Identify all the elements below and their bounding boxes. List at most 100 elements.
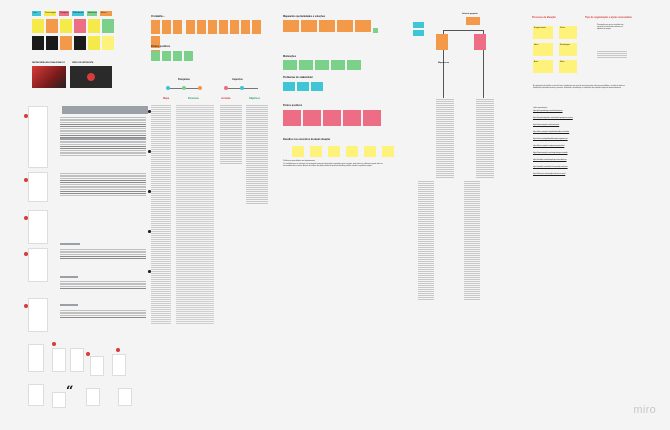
sticky-note[interactable] xyxy=(184,51,193,61)
sticky-note[interactable] xyxy=(252,20,261,34)
sticky-note[interactable]: Área xyxy=(533,60,553,73)
sticky-note[interactable] xyxy=(337,20,353,32)
chip[interactable]: Personagens xyxy=(44,11,56,16)
sticky-note[interactable] xyxy=(151,36,160,48)
reference-link[interactable]: https://behance.net/exemplo-referencia-v… xyxy=(533,174,566,175)
sticky-note[interactable]: Engajamento xyxy=(533,26,553,39)
reference-link[interactable]: https://projetointegrador.com/material-p… xyxy=(533,118,573,119)
document-card[interactable] xyxy=(90,356,104,376)
sticky-note[interactable] xyxy=(373,28,378,33)
sticky-note[interactable] xyxy=(230,20,239,34)
sticky-note[interactable] xyxy=(219,20,228,34)
sticky-note[interactable] xyxy=(323,110,341,126)
sticky-note[interactable] xyxy=(60,19,72,33)
sticky-note[interactable] xyxy=(88,36,100,50)
chip[interactable]: Pesquisa xyxy=(59,11,69,16)
sticky-note[interactable] xyxy=(347,60,361,70)
sticky-note[interactable] xyxy=(310,146,322,157)
sticky-note[interactable] xyxy=(151,51,160,61)
reference-link[interactable]: https://medium.com/exemplo-processo-idea… xyxy=(533,160,567,161)
document-card[interactable] xyxy=(28,106,48,168)
document-card[interactable] xyxy=(112,354,126,376)
sticky-note[interactable] xyxy=(162,51,171,61)
sticky-note[interactable] xyxy=(311,82,323,91)
reference-link[interactable]: https://pesquisadesign.com.br/referencia… xyxy=(533,111,563,112)
document-card[interactable] xyxy=(118,388,132,406)
sticky-note[interactable] xyxy=(283,82,295,91)
sticky-note[interactable]: Meta xyxy=(559,60,577,73)
sticky-note[interactable] xyxy=(162,20,171,34)
sticky-note[interactable] xyxy=(283,110,301,126)
sticky-note[interactable] xyxy=(474,34,486,50)
sticky-note[interactable] xyxy=(303,110,321,126)
sticky-note[interactable] xyxy=(283,60,297,70)
sticky-note[interactable] xyxy=(297,82,309,91)
document-card[interactable] xyxy=(28,298,48,332)
sticky-note[interactable] xyxy=(466,17,480,25)
document-card[interactable] xyxy=(28,344,44,372)
sticky-note[interactable] xyxy=(197,20,206,34)
reference-link[interactable]: https://miro.com/app/board/exemplo-organ… xyxy=(533,139,568,140)
document-card[interactable] xyxy=(28,384,44,406)
reference-link[interactable]: https://drive.example.com/pasta-projeto-… xyxy=(533,146,565,147)
document-card[interactable] xyxy=(28,172,48,202)
reference-link[interactable]: https://www.example.com/entrevistas xyxy=(533,125,560,126)
sticky-note[interactable] xyxy=(88,19,100,33)
document-card[interactable] xyxy=(62,106,148,114)
sticky-note[interactable] xyxy=(413,30,424,36)
sticky-note[interactable] xyxy=(355,20,371,32)
chip[interactable]: Referências xyxy=(72,11,84,16)
sticky-note[interactable] xyxy=(436,34,448,50)
document-card[interactable] xyxy=(86,388,100,406)
sticky-note[interactable] xyxy=(328,146,340,157)
sticky-note[interactable] xyxy=(46,19,58,33)
sticky-note[interactable] xyxy=(364,146,376,157)
chip[interactable]: Luis xyxy=(32,11,41,16)
play-icon[interactable] xyxy=(87,73,95,81)
sticky-note[interactable] xyxy=(173,20,182,34)
sticky-note[interactable] xyxy=(151,20,160,34)
sticky-note-dark[interactable] xyxy=(32,36,44,50)
sticky-note[interactable] xyxy=(315,60,329,70)
diagram[interactable] xyxy=(222,84,262,92)
sticky-note[interactable] xyxy=(186,20,195,34)
sticky-note[interactable]: Fluxo xyxy=(559,26,577,39)
reference-link[interactable]: https://docs.example.com/planilha-dados-… xyxy=(533,132,570,133)
document-card[interactable] xyxy=(52,392,66,408)
chip[interactable]: Ideias xyxy=(100,11,112,16)
sticky-note[interactable] xyxy=(241,20,250,34)
reference-link[interactable]: https://youtube.com/watch?v=exemplo-entr… xyxy=(533,167,568,168)
image-thumbnail[interactable] xyxy=(32,66,66,88)
sticky-note[interactable] xyxy=(301,20,317,32)
document-card[interactable] xyxy=(28,248,48,282)
sticky-note[interactable] xyxy=(292,146,304,157)
sticky-note[interactable] xyxy=(173,51,182,61)
sticky-note[interactable] xyxy=(283,20,299,32)
sticky-note[interactable] xyxy=(343,110,361,126)
sticky-note[interactable] xyxy=(32,19,44,33)
video-player[interactable] xyxy=(70,66,112,88)
sticky-note[interactable] xyxy=(413,22,424,28)
chip[interactable]: Entrevistas xyxy=(87,11,97,16)
sticky-note[interactable] xyxy=(363,110,381,126)
sticky-note-dark[interactable] xyxy=(74,36,86,50)
sticky-note[interactable] xyxy=(102,36,114,50)
document-card[interactable] xyxy=(70,348,84,372)
document-card[interactable] xyxy=(52,348,66,372)
sticky-note[interactable] xyxy=(60,36,72,50)
sticky-note[interactable] xyxy=(319,20,335,32)
sticky-note[interactable] xyxy=(74,19,86,33)
sticky-note[interactable] xyxy=(346,146,358,157)
sticky-note[interactable] xyxy=(102,19,114,33)
document-card[interactable] xyxy=(28,210,48,244)
sticky-note-dark[interactable] xyxy=(46,36,58,50)
sticky-note[interactable] xyxy=(208,20,217,34)
sticky-note[interactable] xyxy=(299,60,313,70)
sticky-note[interactable] xyxy=(331,60,345,70)
sticky-note[interactable] xyxy=(382,146,394,157)
reference-link[interactable]: https://www.example.com/artigo-design-ce… xyxy=(533,153,568,154)
sticky-note[interactable]: Estratégias xyxy=(559,43,577,56)
diagram[interactable] xyxy=(164,84,204,92)
sticky-note[interactable]: Ideia xyxy=(533,43,553,56)
